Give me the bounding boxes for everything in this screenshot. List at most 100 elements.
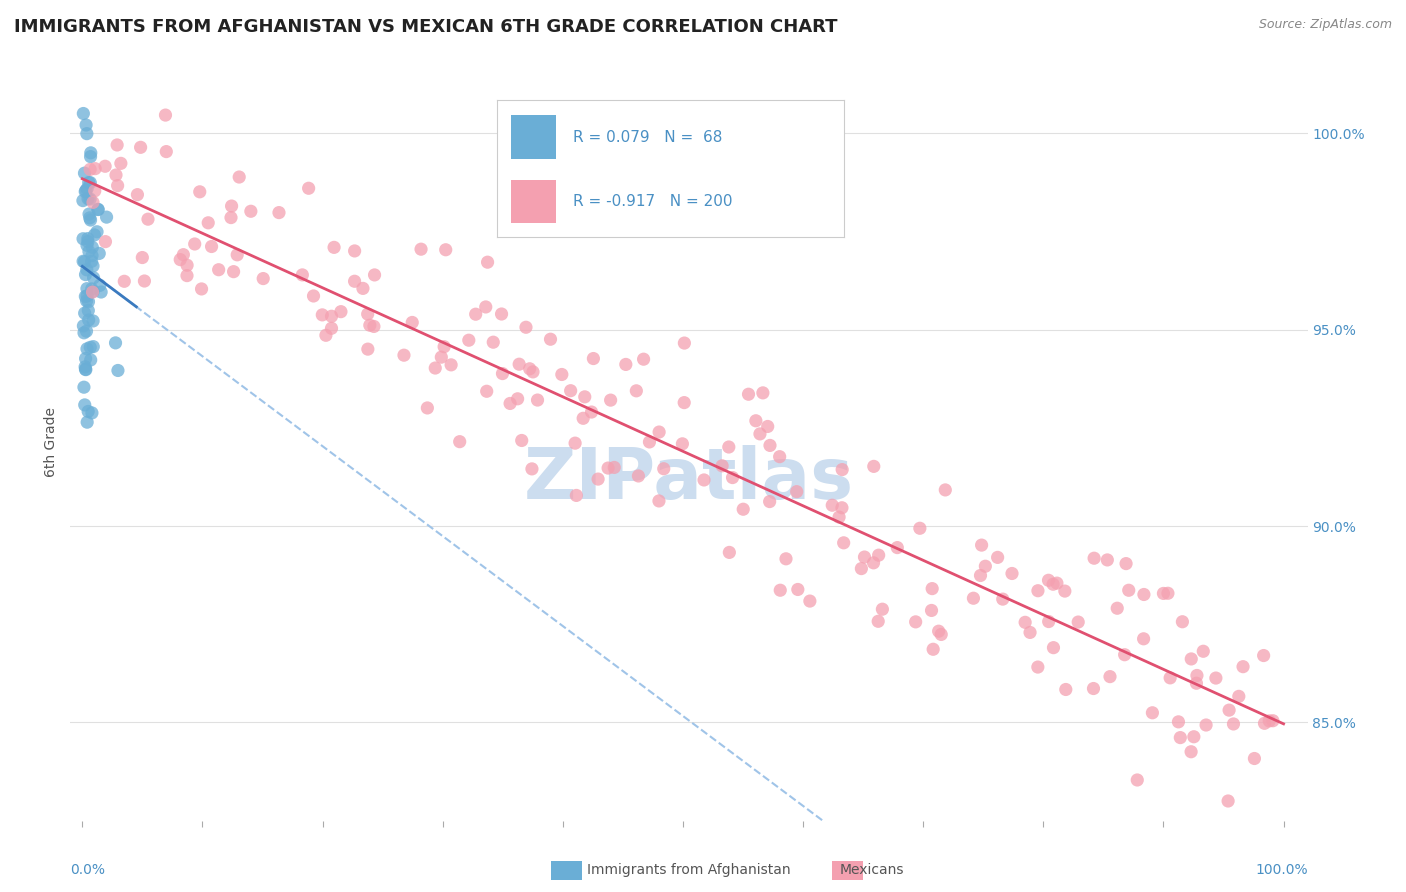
Point [1142,706,1164,720]
Point [343,244,366,258]
Point [515,320,537,334]
Point [90,285,112,299]
Point [315,328,337,343]
Point [79,176,101,190]
Point [1159,671,1181,685]
Point [1216,794,1239,808]
Point [83,184,105,198]
Point [1114,648,1136,662]
Point [72,194,94,208]
Point [1097,553,1119,567]
Point [482,335,505,350]
Point [96,210,118,224]
Text: ZIPatlas: ZIPatlas [524,445,853,514]
Point [302,289,325,303]
Point [190,282,212,296]
Point [75,362,97,376]
Y-axis label: 6th Grade: 6th Grade [45,407,59,476]
Point [520,462,543,476]
Point [110,156,132,170]
Point [1205,671,1227,685]
Point [76,127,98,141]
Point [80,254,103,268]
Point [82,340,104,354]
Point [82,285,104,299]
Point [821,498,844,512]
Point [363,268,385,282]
Point [226,248,249,262]
Point [1053,584,1076,599]
Point [79,213,101,227]
Point [1132,632,1154,646]
Point [1118,583,1140,598]
Text: Source: ZipAtlas.com: Source: ZipAtlas.com [1258,18,1392,31]
Point [928,624,950,639]
Point [1192,644,1215,658]
Point [352,281,374,295]
Point [1253,716,1275,731]
Point [239,204,262,219]
Point [82,240,104,254]
Point [721,470,744,484]
Point [752,385,775,400]
Point [169,252,191,267]
Point [80,353,103,368]
Point [1115,557,1137,571]
Point [1019,625,1042,640]
Point [75,184,97,198]
Point [357,307,380,321]
Point [828,510,851,524]
Point [433,340,456,354]
Point [1227,690,1250,704]
Point [603,460,626,475]
Point [564,436,586,450]
Point [79,150,101,164]
Point [228,169,250,184]
Point [474,300,496,314]
Point [627,469,650,483]
Point [457,333,479,347]
Point [565,488,588,502]
Point [862,459,884,474]
Point [75,268,97,282]
Point [586,472,609,486]
Point [401,315,423,329]
Point [464,307,486,321]
Point [510,434,533,448]
Point [1026,660,1049,674]
Point [77,303,100,318]
Point [832,536,855,550]
Point [1182,730,1205,744]
Point [77,294,100,309]
Point [76,282,98,296]
Point [107,178,129,193]
Point [155,145,177,159]
Point [357,342,380,356]
Point [1195,718,1218,732]
Point [862,556,884,570]
Point [991,592,1014,607]
Point [82,314,104,328]
Point [1157,586,1180,600]
Point [73,380,96,394]
Point [540,332,562,346]
Point [76,342,98,356]
Point [1152,586,1174,600]
Point [1038,574,1060,588]
Point [298,181,321,195]
Point [652,461,675,475]
Point [934,483,956,497]
Point [104,335,127,350]
Point [107,363,129,377]
Point [83,270,105,285]
Point [321,321,343,335]
Point [853,549,876,564]
Point [131,251,153,265]
Point [323,240,346,254]
Point [94,159,117,173]
Point [786,582,808,597]
Point [648,425,671,439]
Point [87,202,110,217]
Point [1180,652,1202,666]
Point [508,357,530,371]
